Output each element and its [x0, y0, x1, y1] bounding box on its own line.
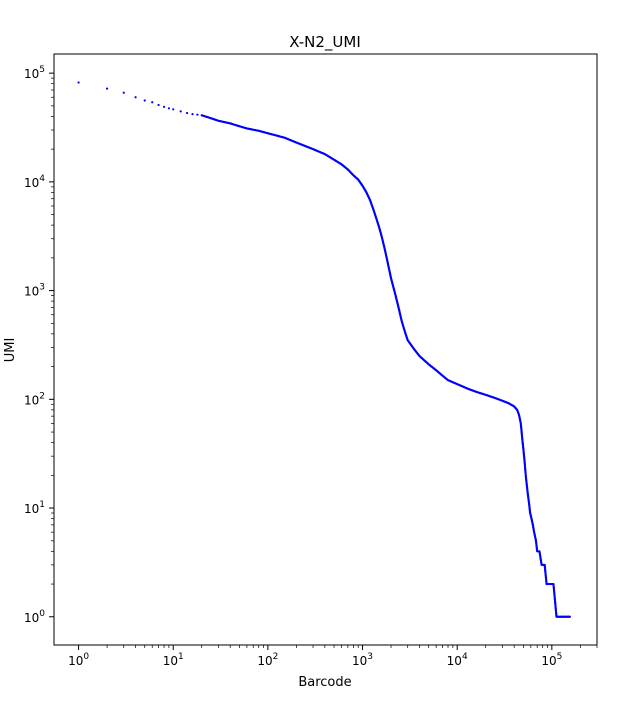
x-tick-label: 103: [352, 652, 373, 668]
data-point: [191, 113, 194, 116]
plot-frame: [53, 53, 598, 646]
data-point: [167, 107, 170, 110]
y-tick-label: 104: [24, 174, 45, 190]
x-axis-label: Barcode: [298, 675, 351, 690]
data-point: [122, 91, 125, 94]
data-point: [105, 87, 109, 90]
data-point: [196, 113, 199, 116]
data-series: [77, 81, 571, 618]
y-tick-label: 100: [24, 609, 45, 625]
data-point: [143, 99, 146, 102]
y-tick-label: 105: [24, 65, 45, 81]
data-point: [179, 110, 182, 113]
data-point: [157, 103, 160, 107]
y-axis-ticks: 100 101 102 103 104 105: [24, 65, 54, 625]
x-tick-label: 102: [257, 652, 278, 668]
x-tick-label: 104: [447, 652, 468, 668]
x-tick-label: 101: [163, 652, 184, 668]
x-axis-ticks: 100 101 102 103 104 105: [68, 645, 598, 668]
y-tick-label: 102: [24, 391, 45, 407]
data-point: [77, 81, 80, 84]
y-axis-label: UMI: [3, 338, 18, 363]
x-tick-label: 100: [68, 652, 89, 668]
data-point: [162, 105, 166, 108]
y-tick-label: 101: [24, 500, 45, 516]
data-point: [151, 101, 154, 104]
data-point: [172, 108, 175, 111]
chart-title: X-N2_UMI: [289, 33, 361, 52]
data-point: [134, 96, 137, 99]
data-point: [568, 615, 571, 618]
y-tick-label: 103: [24, 283, 45, 299]
data-point: [185, 111, 189, 115]
x-tick-label: 105: [541, 652, 562, 668]
